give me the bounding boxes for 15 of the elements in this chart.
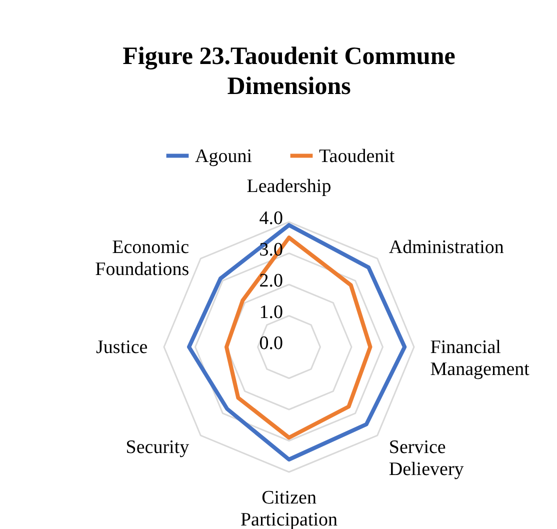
y-tick-label: 1.0 <box>259 302 283 323</box>
y-tick-label: 0.0 <box>259 333 283 354</box>
legend-label: Agouni <box>195 146 252 167</box>
spoke-label: Economic Foundations <box>95 237 190 280</box>
spoke-label: Justice <box>96 337 148 358</box>
spoke-label: Financial Management <box>430 337 530 380</box>
spoke-label: Service Delievery <box>388 436 464 480</box>
legend-label: Taoudenit <box>319 146 396 167</box>
y-tick-label: 4.0 <box>259 208 283 229</box>
spoke-label: Security <box>126 436 190 458</box>
chart-title: Figure 23.Taoudenit Commune Dimensions <box>122 43 456 100</box>
spoke-label: Citizen Participation <box>240 487 338 529</box>
spoke-label: Leadership <box>246 176 332 197</box>
y-tick-label: 2.0 <box>259 270 283 292</box>
spoke-label: Administration <box>388 237 504 258</box>
